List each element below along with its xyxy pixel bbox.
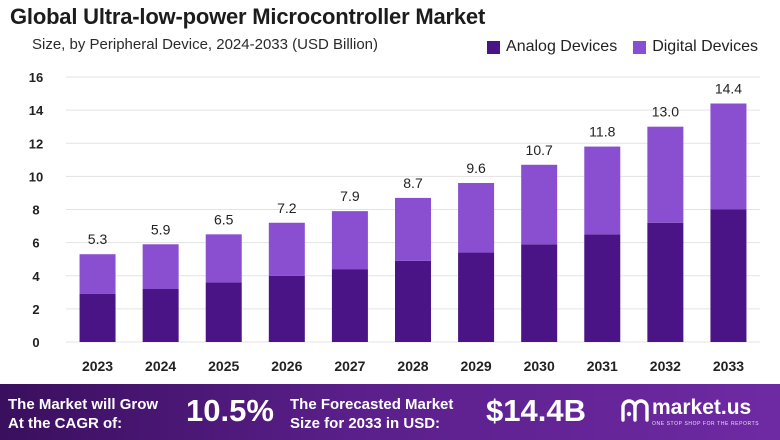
forecast-label-line1: The Forecasted Market bbox=[290, 396, 454, 413]
bar-analog-2031 bbox=[584, 234, 621, 342]
y-tick-label: 6 bbox=[32, 236, 39, 251]
bar-analog-2023 bbox=[79, 293, 116, 342]
bar-digital-2033 bbox=[710, 103, 747, 210]
y-tick-label: 12 bbox=[29, 136, 43, 151]
chart-title: Global Ultra-low-power Microcontroller M… bbox=[10, 4, 486, 29]
legend-label-digital: Digital Devices bbox=[652, 38, 758, 55]
chart-subtitle: Size, by Peripheral Device, 2024-2033 (U… bbox=[32, 36, 378, 53]
y-tick-label: 16 bbox=[29, 70, 43, 85]
bar-digital-2025 bbox=[205, 234, 242, 283]
y-tick-label: 8 bbox=[32, 203, 39, 218]
bar-analog-2027 bbox=[331, 269, 368, 342]
bar-analog-2030 bbox=[521, 244, 558, 342]
cagr-label: The Market will Grow At the CAGR of: bbox=[8, 395, 158, 433]
x-tick-label-2027: 2027 bbox=[334, 358, 365, 374]
bar-digital-2032 bbox=[647, 126, 684, 223]
footer-banner: The Market will Grow At the CAGR of: 10.… bbox=[0, 384, 780, 440]
y-tick-label: 14 bbox=[29, 103, 44, 118]
bar-digital-2027 bbox=[331, 211, 368, 270]
bar-digital-2029 bbox=[458, 183, 495, 253]
bar-analog-2025 bbox=[205, 282, 242, 342]
legend-swatch-analog bbox=[487, 40, 501, 54]
forecast-label: The Forecasted Market Size for 2033 in U… bbox=[290, 395, 453, 433]
market-us-logo-icon bbox=[621, 399, 649, 422]
chart-legend: Analog Devices Digital Devices bbox=[487, 38, 758, 56]
total-label-2026: 7.2 bbox=[277, 200, 297, 216]
x-tick-label-2024: 2024 bbox=[145, 358, 176, 374]
x-tick-label-2028: 2028 bbox=[397, 358, 428, 374]
bar-analog-2026 bbox=[268, 275, 305, 342]
total-label-2024: 5.9 bbox=[151, 221, 171, 237]
x-tick-label-2033: 2033 bbox=[713, 358, 744, 374]
x-tick-label-2029: 2029 bbox=[461, 358, 492, 374]
x-tick-label-2026: 2026 bbox=[271, 358, 302, 374]
x-tick-label-2032: 2032 bbox=[650, 358, 681, 374]
bar-digital-2024 bbox=[142, 244, 179, 289]
y-tick-label: 0 bbox=[32, 335, 39, 350]
brand-name: market.us bbox=[652, 396, 752, 419]
x-tick-label-2025: 2025 bbox=[208, 358, 239, 374]
total-label-2033: 14.4 bbox=[715, 81, 742, 97]
bar-digital-2023 bbox=[79, 254, 116, 294]
legend-item-analog: Analog Devices bbox=[487, 38, 617, 56]
x-tick-label-2023: 2023 bbox=[82, 358, 113, 374]
total-label-2032: 13.0 bbox=[652, 104, 679, 120]
bar-analog-2029 bbox=[458, 252, 495, 342]
y-tick-label: 2 bbox=[32, 302, 39, 317]
total-label-2025: 6.5 bbox=[214, 211, 234, 227]
cagr-value: 10.5% bbox=[186, 393, 274, 428]
cagr-label-line1: The Market will Grow bbox=[8, 396, 159, 413]
total-label-2029: 9.6 bbox=[466, 160, 486, 176]
bar-analog-2032 bbox=[647, 222, 684, 342]
bar-chart: 0 2 4 6 8 10 12 14 16 5.3 2023 5.9 2024 6.5 2025 7.2 202… bbox=[29, 70, 760, 374]
legend-swatch-digital bbox=[633, 40, 647, 54]
bar-analog-2024 bbox=[142, 289, 179, 342]
x-tick-label-2031: 2031 bbox=[587, 358, 618, 374]
cagr-label-line2: At the CAGR of: bbox=[8, 415, 123, 432]
bar-analog-2028 bbox=[395, 260, 431, 342]
legend-item-digital: Digital Devices bbox=[633, 38, 758, 56]
total-label-2027: 7.9 bbox=[340, 188, 360, 204]
bar-digital-2031 bbox=[584, 146, 621, 235]
total-label-2031: 11.8 bbox=[589, 124, 615, 140]
bar-digital-2028 bbox=[395, 197, 431, 261]
total-label-2030: 10.7 bbox=[526, 142, 553, 158]
forecast-label-line2: Size for 2033 in USD: bbox=[290, 415, 441, 432]
legend-label-analog: Analog Devices bbox=[506, 38, 618, 55]
bar-analog-2033 bbox=[710, 209, 747, 342]
total-label-2023: 5.3 bbox=[88, 231, 108, 247]
y-tick-label: 4 bbox=[32, 269, 40, 284]
forecast-value: $14.4B bbox=[486, 393, 586, 428]
total-label-2028: 8.7 bbox=[403, 175, 423, 191]
bar-digital-2030 bbox=[521, 164, 558, 245]
bar-digital-2026 bbox=[268, 222, 305, 276]
brand-tagline: ONE STOP SHOP FOR THE REPORTS bbox=[652, 421, 760, 427]
x-tick-label-2030: 2030 bbox=[524, 358, 555, 374]
y-tick-label: 10 bbox=[29, 169, 43, 184]
